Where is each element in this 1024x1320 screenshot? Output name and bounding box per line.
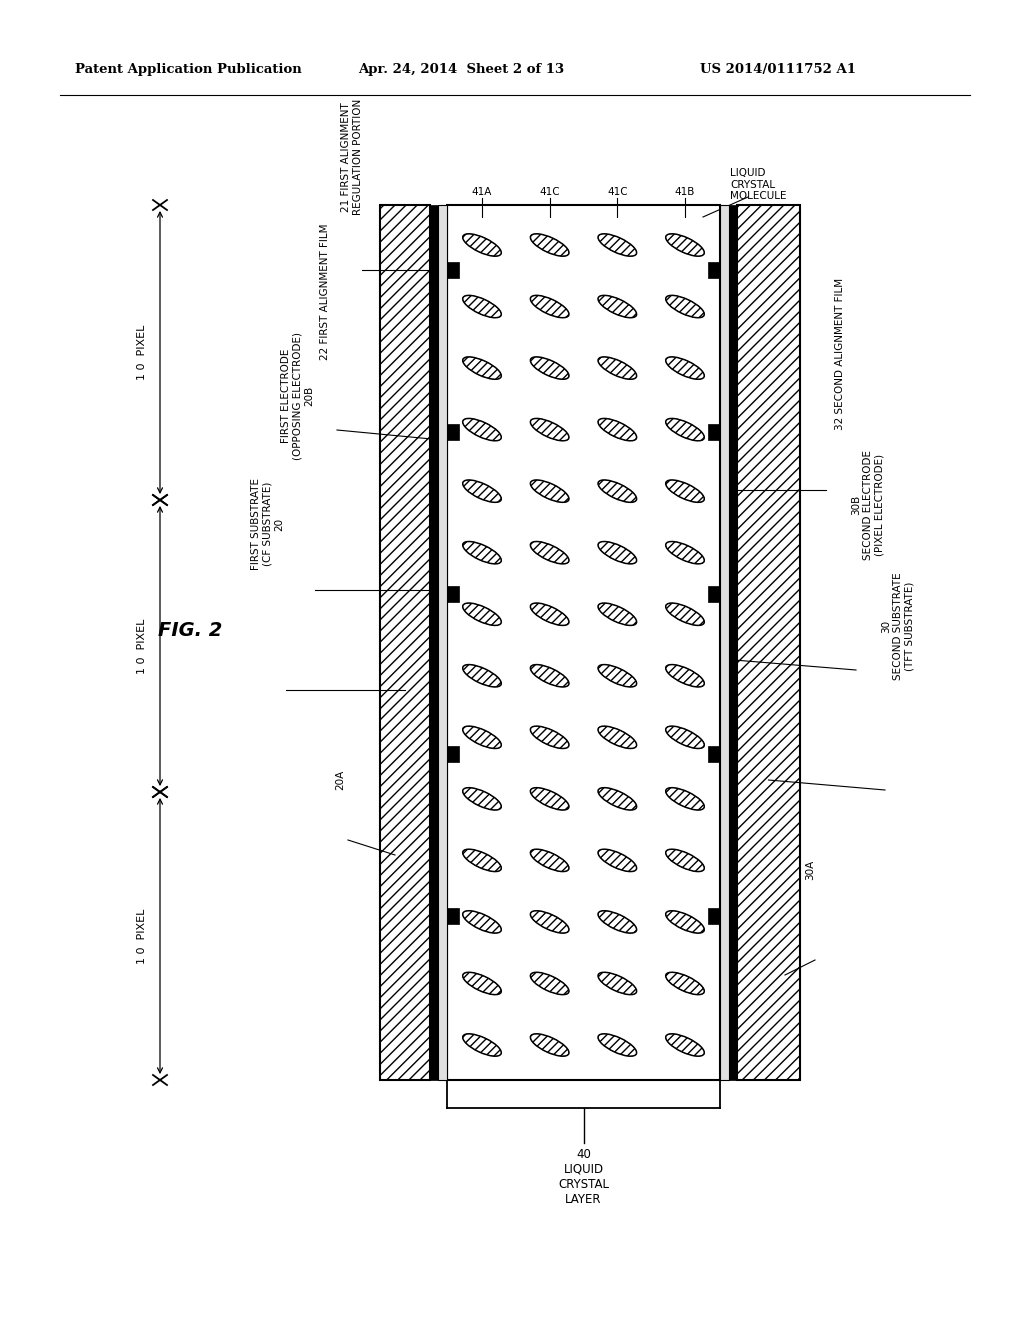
Ellipse shape (666, 480, 705, 503)
Ellipse shape (463, 788, 502, 810)
Ellipse shape (463, 664, 502, 686)
Ellipse shape (666, 603, 705, 626)
Ellipse shape (463, 849, 502, 871)
Ellipse shape (666, 849, 705, 871)
Ellipse shape (530, 788, 569, 810)
Ellipse shape (530, 296, 569, 318)
Ellipse shape (530, 603, 569, 626)
Ellipse shape (666, 1034, 705, 1056)
Ellipse shape (666, 418, 705, 441)
Bar (708, 424, 720, 440)
Ellipse shape (530, 1034, 569, 1056)
Ellipse shape (463, 973, 502, 995)
Text: FIRST ELECTRODE
(OPPOSING ELECTRODE)
20B: FIRST ELECTRODE (OPPOSING ELECTRODE) 20B (282, 333, 314, 459)
Ellipse shape (463, 296, 502, 318)
Text: 1 0  PIXEL: 1 0 PIXEL (137, 908, 147, 964)
Ellipse shape (598, 664, 637, 686)
Ellipse shape (666, 726, 705, 748)
Text: 20A: 20A (335, 770, 345, 789)
Ellipse shape (598, 356, 637, 379)
Text: FIG. 2: FIG. 2 (158, 620, 222, 639)
Ellipse shape (530, 541, 569, 564)
Ellipse shape (530, 234, 569, 256)
Ellipse shape (530, 849, 569, 871)
Ellipse shape (463, 911, 502, 933)
Ellipse shape (463, 603, 502, 626)
Ellipse shape (530, 911, 569, 933)
Ellipse shape (598, 911, 637, 933)
Text: 30A: 30A (805, 859, 815, 880)
Text: 41B: 41B (675, 187, 695, 197)
Text: Patent Application Publication: Patent Application Publication (75, 63, 302, 77)
Ellipse shape (598, 296, 637, 318)
Ellipse shape (598, 603, 637, 626)
Ellipse shape (598, 418, 637, 441)
Text: 41C: 41C (540, 187, 560, 197)
Bar (720, 205, 729, 1080)
Ellipse shape (598, 541, 637, 564)
Ellipse shape (530, 480, 569, 503)
Ellipse shape (598, 480, 637, 503)
Ellipse shape (598, 788, 637, 810)
Ellipse shape (530, 973, 569, 995)
Bar (729, 205, 737, 1080)
Ellipse shape (463, 234, 502, 256)
Bar (708, 261, 720, 279)
Bar (438, 205, 447, 1080)
Bar (737, 205, 800, 1080)
Ellipse shape (666, 541, 705, 564)
Text: 40
LIQUID
CRYSTAL
LAYER: 40 LIQUID CRYSTAL LAYER (558, 1148, 609, 1206)
Ellipse shape (666, 973, 705, 995)
Ellipse shape (598, 1034, 637, 1056)
Text: 32 SECOND ALIGNMENT FILM: 32 SECOND ALIGNMENT FILM (835, 279, 845, 430)
Text: LIQUID
CRYSTAL
MOLECULE: LIQUID CRYSTAL MOLECULE (730, 168, 786, 201)
Text: US 2014/0111752 A1: US 2014/0111752 A1 (700, 63, 856, 77)
Ellipse shape (463, 418, 502, 441)
Text: 41A: 41A (472, 187, 493, 197)
Ellipse shape (666, 788, 705, 810)
Ellipse shape (530, 356, 569, 379)
Ellipse shape (463, 541, 502, 564)
Bar (708, 746, 720, 762)
Text: FIRST SUBSTRATE
(CF SUBSTRATE)
20: FIRST SUBSTRATE (CF SUBSTRATE) 20 (252, 478, 285, 570)
Text: 1 0  PIXEL: 1 0 PIXEL (137, 618, 147, 673)
Ellipse shape (666, 234, 705, 256)
Bar (708, 586, 720, 602)
Text: 22 FIRST ALIGNMENT FILM: 22 FIRST ALIGNMENT FILM (319, 223, 330, 360)
Ellipse shape (666, 664, 705, 686)
Text: 21 FIRST ALIGNMENT
REGULATION PORTION: 21 FIRST ALIGNMENT REGULATION PORTION (341, 99, 362, 215)
Text: 30B
SECOND ELECTRODE
(PIXEL ELECTRODE): 30B SECOND ELECTRODE (PIXEL ELECTRODE) (851, 450, 885, 560)
Text: 30
SECOND SUBSTRATE
(TFT SUBSTRATE): 30 SECOND SUBSTRATE (TFT SUBSTRATE) (882, 573, 914, 680)
Ellipse shape (666, 296, 705, 318)
Ellipse shape (530, 726, 569, 748)
Bar (447, 261, 459, 279)
Ellipse shape (598, 234, 637, 256)
Ellipse shape (530, 418, 569, 441)
Ellipse shape (666, 911, 705, 933)
Ellipse shape (666, 356, 705, 379)
Ellipse shape (463, 1034, 502, 1056)
Ellipse shape (530, 664, 569, 686)
Bar (447, 205, 720, 1080)
Text: Apr. 24, 2014  Sheet 2 of 13: Apr. 24, 2014 Sheet 2 of 13 (358, 63, 564, 77)
Bar (447, 586, 459, 602)
Ellipse shape (463, 726, 502, 748)
Bar (430, 205, 438, 1080)
Ellipse shape (463, 356, 502, 379)
Bar (447, 746, 459, 762)
Ellipse shape (598, 849, 637, 871)
Bar (447, 908, 459, 924)
Bar (708, 908, 720, 924)
Bar (447, 424, 459, 440)
Ellipse shape (463, 480, 502, 503)
Ellipse shape (598, 726, 637, 748)
Bar (380, 205, 430, 1080)
Text: 41C: 41C (607, 187, 628, 197)
Ellipse shape (598, 973, 637, 995)
Text: 1 0  PIXEL: 1 0 PIXEL (137, 325, 147, 380)
